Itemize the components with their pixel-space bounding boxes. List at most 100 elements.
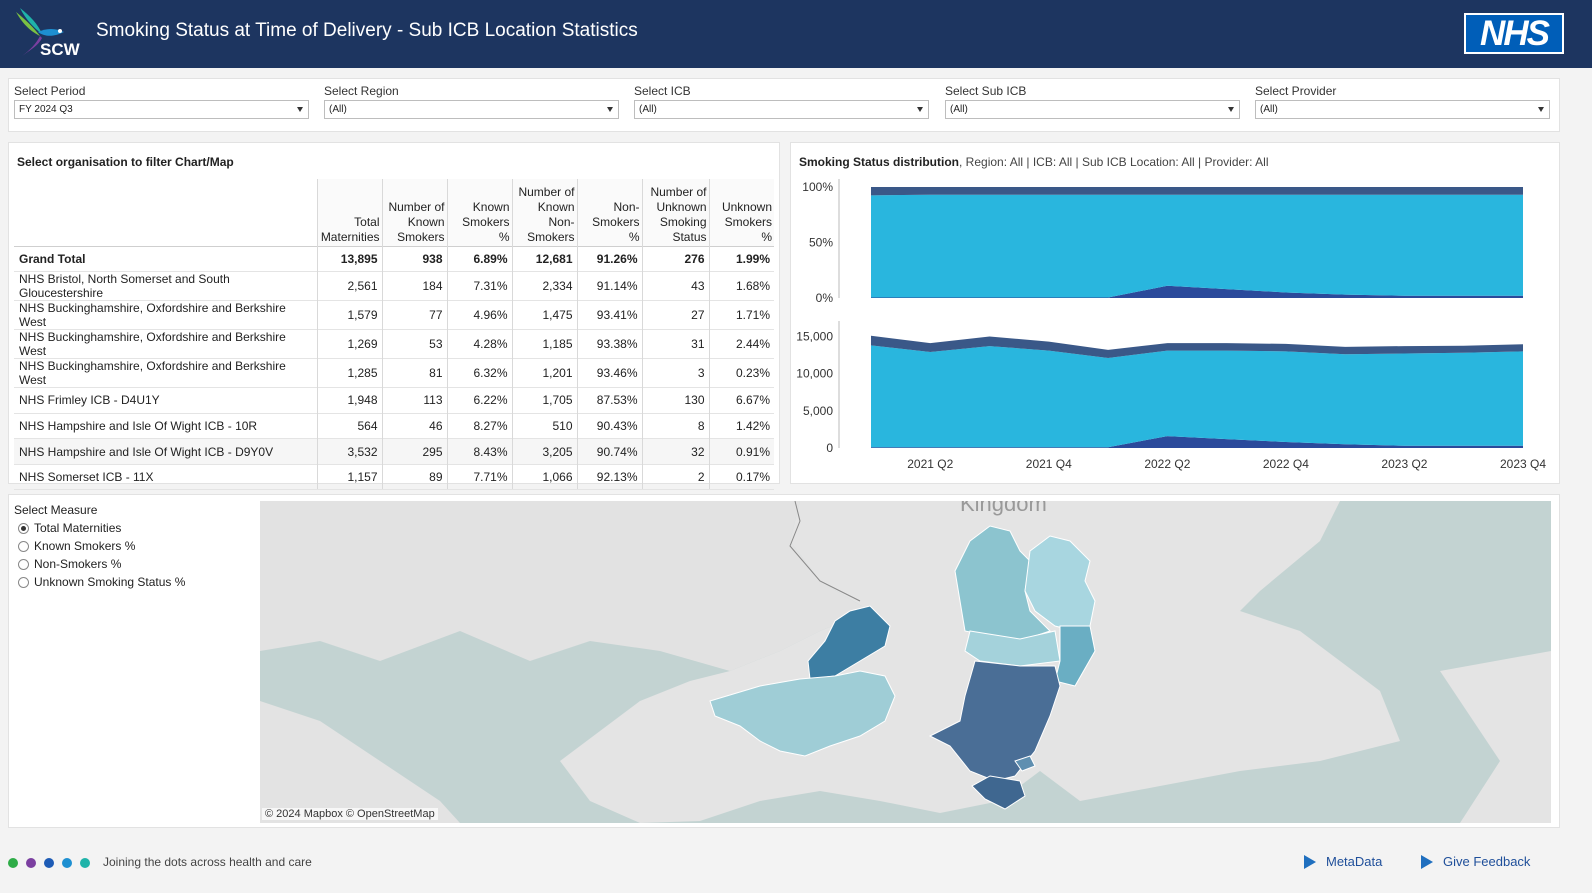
table-cell: 6.89% bbox=[446, 245, 512, 272]
measure-option-unknown-status[interactable]: Unknown Smoking Status % bbox=[14, 573, 185, 591]
table-cell: 8.27% bbox=[446, 412, 512, 439]
filter-region-select[interactable]: (All) bbox=[324, 100, 619, 119]
filter-provider-label: Select Provider bbox=[1255, 84, 1337, 98]
filter-region: Select Region (All) bbox=[319, 84, 619, 119]
y-tick-label: 15,000 bbox=[796, 329, 833, 343]
x-tick-label: 2022 Q2 bbox=[1144, 457, 1190, 471]
map-panel: Select Measure Total Maternities Known S… bbox=[8, 494, 1560, 828]
organisation-name: NHS Hampshire and Isle Of Wight ICB - 10… bbox=[14, 412, 317, 439]
table-cell: 92.13% bbox=[576, 463, 642, 491]
header-blank bbox=[14, 179, 317, 246]
table-row[interactable]: NHS Buckinghamshire, Oxfordshire and Ber… bbox=[14, 300, 774, 330]
region-berkshire-west[interactable] bbox=[964, 630, 1061, 667]
measure-option-known-smokers[interactable]: Known Smokers % bbox=[14, 537, 185, 555]
table-row[interactable]: NHS Buckinghamshire, Oxfordshire and Ber… bbox=[14, 358, 774, 388]
filter-period: Select Period FY 2024 Q3 bbox=[9, 84, 309, 119]
filter-period-value: FY 2024 Q3 bbox=[19, 104, 73, 115]
organisation-name: NHS Buckinghamshire, Oxfordshire and Ber… bbox=[14, 329, 317, 359]
organisation-name: NHS Bristol, North Somerset and South Gl… bbox=[14, 271, 317, 301]
table-cell: 4.96% bbox=[446, 300, 512, 330]
area-series-known-non-smokers bbox=[871, 345, 1523, 448]
filter-provider-select[interactable]: (All) bbox=[1255, 100, 1550, 119]
header-known-non-smokers: Number of Known Non-Smokers bbox=[511, 179, 577, 246]
table-cell: 938 bbox=[381, 245, 447, 272]
header-unknown-pct: Unknown Smokers % bbox=[708, 179, 774, 246]
give-feedback-link[interactable]: Give Feedback bbox=[1421, 854, 1530, 869]
table-cell: 0.23% bbox=[708, 358, 774, 388]
header-bar: SCW Smoking Status at Time of Delivery -… bbox=[0, 0, 1592, 68]
measure-option-total-maternities[interactable]: Total Maternities bbox=[14, 519, 185, 537]
table-cell: 8.43% bbox=[446, 438, 512, 465]
smoking-status-chart-panel: Smoking Status distribution, Region: All… bbox=[790, 142, 1560, 484]
table-cell: 1,185 bbox=[511, 329, 577, 359]
table-cell: 91.14% bbox=[576, 271, 642, 301]
measure-option-label: Total Maternities bbox=[34, 521, 122, 535]
table-cell: 46 bbox=[381, 412, 447, 439]
chevron-down-icon bbox=[1538, 107, 1544, 112]
table-header-row: Total Maternities Number of Known Smoker… bbox=[14, 179, 774, 246]
filter-period-select[interactable]: FY 2024 Q3 bbox=[14, 100, 309, 119]
table-cell: 32 bbox=[641, 438, 709, 465]
y-tick-label: 0 bbox=[826, 441, 833, 455]
measure-option-label: Non-Smokers % bbox=[34, 557, 122, 571]
region-oxfordshire[interactable] bbox=[954, 525, 1051, 642]
x-tick-label: 2023 Q4 bbox=[1500, 457, 1546, 471]
table-cell: 1,066 bbox=[511, 463, 577, 491]
table-row[interactable]: NHS Buckinghamshire, Oxfordshire and Ber… bbox=[14, 329, 774, 359]
y-tick-label: 10,000 bbox=[796, 367, 833, 381]
table-title: Select organisation to filter Chart/Map bbox=[17, 155, 234, 169]
filter-sub-icb-label: Select Sub ICB bbox=[945, 84, 1027, 98]
header-non-smokers-pct: Non-Smokers % bbox=[576, 179, 642, 246]
filter-provider-value: (All) bbox=[1260, 104, 1278, 115]
region-frimley[interactable] bbox=[1054, 625, 1096, 687]
table-cell: 1.68% bbox=[708, 271, 774, 301]
table-cell: 1,579 bbox=[316, 300, 382, 330]
grand-total-row[interactable]: Grand Total 13,895 938 6.89% 12,681 91.26% 276… bbox=[14, 245, 774, 272]
organisation-table: Total Maternities Number of Known Smoker… bbox=[14, 179, 774, 491]
filter-sub-icb: Select Sub ICB (All) bbox=[940, 84, 1240, 119]
region-map[interactable]: Kingdom bbox=[260, 501, 1551, 823]
table-cell: 89 bbox=[381, 463, 447, 491]
table-row[interactable]: NHS Somerset ICB - 11X 1,157 89 7.71% 1,066 9… bbox=[14, 463, 774, 491]
table-cell: 90.43% bbox=[576, 412, 642, 439]
table-cell: 2.44% bbox=[708, 329, 774, 359]
table-cell: 13,895 bbox=[316, 245, 382, 272]
radio-icon bbox=[18, 558, 29, 570]
table-cell: 6.22% bbox=[446, 387, 512, 414]
table-cell: 93.46% bbox=[576, 358, 642, 388]
table-cell: 7.31% bbox=[446, 271, 512, 301]
table-row[interactable]: NHS Frimley ICB - D4U1Y 1,948 113 6.22% 1,70… bbox=[14, 387, 774, 414]
table-cell: 4.28% bbox=[446, 329, 512, 359]
table-row[interactable]: NHS Hampshire and Isle Of Wight ICB - D9… bbox=[14, 438, 774, 465]
region-hampshire-10r[interactable] bbox=[1014, 755, 1036, 772]
table-cell: 1,157 bbox=[316, 463, 382, 491]
radio-icon bbox=[18, 576, 29, 588]
header-known-smokers: Number of Known Smokers bbox=[381, 179, 447, 246]
wales-landmass bbox=[260, 501, 870, 671]
table-row[interactable]: NHS Hampshire and Isle Of Wight ICB - 10… bbox=[14, 412, 774, 439]
table-cell: 1.99% bbox=[708, 245, 774, 272]
france-landmass bbox=[1440, 651, 1551, 823]
table-row[interactable]: NHS Bristol, North Somerset and South Gl… bbox=[14, 271, 774, 301]
table-cell: 1,269 bbox=[316, 329, 382, 359]
region-buckinghamshire[interactable] bbox=[1024, 535, 1096, 632]
chevron-down-icon bbox=[1228, 107, 1234, 112]
region-somerset[interactable] bbox=[709, 670, 896, 757]
table-cell: 8 bbox=[641, 412, 709, 439]
table-cell: 87.53% bbox=[576, 387, 642, 414]
table-cell: 184 bbox=[381, 271, 447, 301]
chart-title: Smoking Status distribution, Region: All… bbox=[799, 155, 1269, 169]
region-isle-of-wight[interactable] bbox=[971, 775, 1026, 810]
measure-option-non-smokers[interactable]: Non-Smokers % bbox=[14, 555, 185, 573]
filter-icb-select[interactable]: (All) bbox=[634, 100, 929, 119]
metadata-link[interactable]: MetaData bbox=[1304, 854, 1382, 869]
filter-region-value: (All) bbox=[329, 104, 347, 115]
map-attribution: © 2024 Mapbox © OpenStreetMap bbox=[262, 808, 438, 820]
filter-sub-icb-select[interactable]: (All) bbox=[945, 100, 1240, 119]
organisation-name: NHS Buckinghamshire, Oxfordshire and Ber… bbox=[14, 358, 317, 388]
organisation-table-panel: Select organisation to filter Chart/Map … bbox=[8, 142, 780, 491]
table-cell: 1,475 bbox=[511, 300, 577, 330]
table-cell: 12,681 bbox=[511, 245, 577, 272]
footer-dot bbox=[62, 858, 72, 868]
x-tick-label: 2021 Q4 bbox=[1026, 457, 1072, 471]
